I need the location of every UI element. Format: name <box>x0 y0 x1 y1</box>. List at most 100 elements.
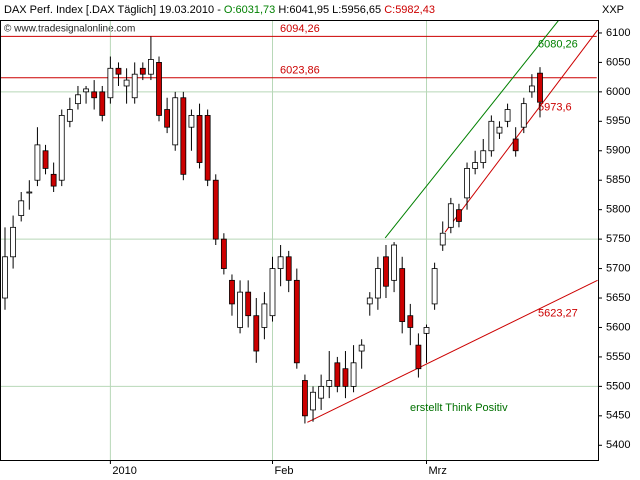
y-tick-label: 5850 <box>606 174 630 186</box>
candle-body <box>123 79 130 87</box>
candle-body <box>318 385 325 399</box>
candle-body <box>131 73 138 99</box>
y-tick-label: 5950 <box>606 115 630 127</box>
candle-body <box>391 244 397 281</box>
candle-body <box>326 380 333 387</box>
candle-body <box>42 150 49 169</box>
candle-body <box>83 88 89 93</box>
candle-body <box>2 256 8 299</box>
candle-body <box>415 344 422 370</box>
candle-body <box>204 115 211 181</box>
candle-body <box>148 59 154 75</box>
y-tick-label: 5750 <box>606 233 630 245</box>
candle-body <box>99 91 106 116</box>
candle-body <box>180 97 187 175</box>
y-tick-label: 5800 <box>606 204 630 216</box>
candle-body <box>245 291 252 317</box>
candle-body <box>310 391 316 411</box>
y-tick-label: 6100 <box>606 27 630 39</box>
candle-body <box>512 138 519 152</box>
candle-body <box>164 109 171 128</box>
candle-body <box>212 179 219 240</box>
candle-body <box>383 256 389 287</box>
candle-body <box>75 94 81 105</box>
high-low-text: H:6041,95 L:5956,65 <box>278 4 381 16</box>
candle-body <box>520 103 527 128</box>
y-tick-label: 5450 <box>606 410 630 422</box>
plot: 2010 Feb Mrz 5400 5450 5500 5550 5600 5650 5700 57… <box>0 20 630 477</box>
x-tick-label: 2010 <box>112 465 136 477</box>
watermark: © www.tradesignalonline.com <box>4 24 135 35</box>
candle-body <box>10 226 17 258</box>
y-tick-label: 6050 <box>606 56 630 68</box>
candle-body <box>464 168 470 199</box>
candle-body <box>439 232 446 246</box>
y-tick-label: 5500 <box>606 380 630 392</box>
candle-body <box>66 109 73 122</box>
candle-body <box>399 268 406 322</box>
candle-body <box>350 362 357 387</box>
y-tick-label: 6000 <box>606 86 630 98</box>
candle-body <box>358 344 365 352</box>
trend-line <box>384 20 560 239</box>
candle-body <box>472 162 479 169</box>
candle-body <box>220 238 227 269</box>
candle-body <box>293 279 300 364</box>
y-tick-label: 5700 <box>606 262 630 274</box>
candle-body <box>172 97 179 146</box>
x-tick-label: Feb <box>274 465 293 477</box>
candle-body <box>431 268 438 305</box>
candle-body <box>285 256 292 281</box>
candle-body <box>302 380 308 417</box>
close-text: C:5982,43 <box>384 4 435 16</box>
candle-body <box>107 67 114 99</box>
candle-body <box>261 303 268 328</box>
candle-body <box>18 200 25 216</box>
candle-body <box>26 191 33 194</box>
candle-body <box>366 297 373 305</box>
y-tick-label: 5650 <box>606 292 630 304</box>
plot-frame <box>0 20 599 461</box>
line-label: 5973,6 <box>538 101 572 113</box>
line-label: 6094,26 <box>280 23 320 35</box>
candle-body <box>229 279 235 305</box>
candle-body <box>91 91 98 99</box>
candle-body <box>447 203 454 228</box>
note: erstellt Think Positiv <box>410 402 508 414</box>
open-text: O:6031,73 <box>224 4 275 16</box>
x-tick-label: Mrz <box>429 465 447 477</box>
candle-body <box>374 268 381 299</box>
candle-body <box>277 256 284 269</box>
candle-body <box>34 144 41 181</box>
line-label: 6080,26 <box>538 38 578 50</box>
y-tick-label: 5550 <box>606 351 630 363</box>
candle-body <box>269 268 276 317</box>
candle-body <box>342 368 349 387</box>
candle-body <box>58 115 65 181</box>
candle-body <box>334 362 341 387</box>
candle-body <box>496 126 503 134</box>
y-tick-label: 5600 <box>606 321 630 333</box>
candle-body <box>456 209 462 222</box>
line-label: 5623,27 <box>538 308 578 320</box>
title: DAX Perf. Index [.DAX Täglich] 19.03.201… <box>4 4 221 16</box>
y-tick-label: 5900 <box>606 145 630 157</box>
candle-body <box>480 150 487 163</box>
trend-line <box>307 279 598 423</box>
lines <box>0 20 598 423</box>
candle-body <box>537 72 543 103</box>
trend-line <box>444 29 598 233</box>
candle-body <box>50 173 57 187</box>
candle-body <box>237 291 243 328</box>
candle-body <box>253 315 260 352</box>
line-label: 6023,86 <box>280 65 320 77</box>
candle-body <box>188 115 195 128</box>
candle-body <box>196 115 203 163</box>
candle-body <box>139 67 146 75</box>
candle-body <box>115 67 122 75</box>
y-tick-label: 5400 <box>606 439 630 451</box>
candle-body <box>407 315 414 328</box>
candle-body <box>156 62 162 116</box>
candle-body <box>528 85 535 93</box>
